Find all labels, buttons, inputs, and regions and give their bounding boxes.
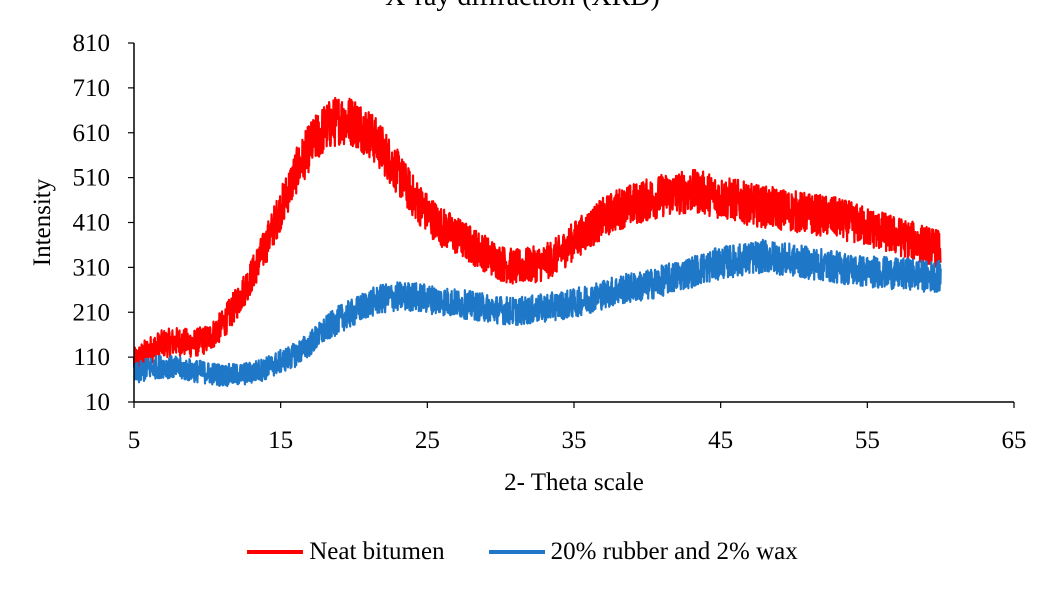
- x-tick-label: 55: [855, 427, 880, 454]
- x-tick-label: 25: [415, 427, 440, 454]
- legend-label-rubber-wax: 20% rubber and 2% wax: [550, 538, 798, 565]
- y-tick-label: 110: [73, 344, 110, 371]
- x-tick-label: 65: [1002, 427, 1027, 454]
- y-tick-label: 710: [73, 75, 111, 102]
- x-tick-label: 35: [562, 427, 587, 454]
- y-tick-label: 810: [73, 30, 111, 57]
- y-axis-title: Intensity: [29, 178, 56, 266]
- y-tick-label: 210: [73, 299, 111, 326]
- series-layer: [132, 96, 942, 388]
- x-tick-label: 15: [268, 427, 293, 454]
- series-line-rubber-wax: [132, 238, 942, 388]
- x-tick-label: 45: [708, 427, 733, 454]
- legend-item-neat-bitumen: Neat bitumen: [247, 538, 445, 566]
- y-tick-label: 310: [73, 254, 111, 281]
- y-tick-label: 610: [73, 120, 111, 147]
- legend-swatch-rubber-wax: [488, 550, 545, 554]
- x-axis-title: 2- Theta scale: [504, 469, 644, 496]
- series-line-neat-bitumen: [132, 96, 942, 371]
- y-tick-label: 510: [73, 165, 111, 192]
- legend-item-rubber-wax: 20% rubber and 2% wax: [488, 538, 798, 566]
- y-tick-label: 410: [73, 210, 111, 237]
- y-tick-label: 10: [85, 389, 110, 416]
- legend-label-neat-bitumen: Neat bitumen: [309, 538, 445, 565]
- chart-title: X-ray diffraction (XRD): [0, 0, 1045, 14]
- x-tick-label: 5: [128, 427, 141, 454]
- legend: Neat bitumen 20% rubber and 2% wax: [0, 538, 1045, 566]
- legend-swatch-neat-bitumen: [247, 550, 304, 554]
- ticks-layer: 10 110 210 310 410 510 610 710 810 5 15 25 35 45 55 65: [73, 30, 1027, 454]
